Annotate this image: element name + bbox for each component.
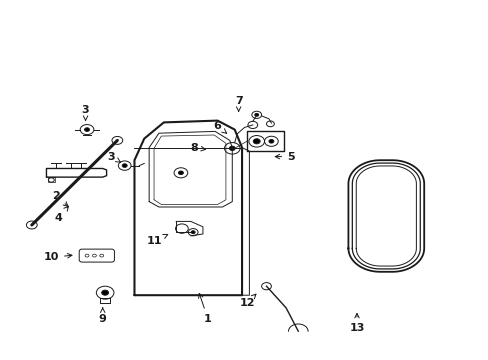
Text: 13: 13 xyxy=(348,314,364,333)
Text: 6: 6 xyxy=(213,121,226,134)
Text: 12: 12 xyxy=(239,294,255,308)
Circle shape xyxy=(268,139,273,143)
Text: 7: 7 xyxy=(234,96,242,112)
Text: 1: 1 xyxy=(198,293,211,324)
Circle shape xyxy=(84,128,89,131)
Text: 11: 11 xyxy=(146,234,167,246)
Text: 10: 10 xyxy=(43,252,72,262)
Text: 4: 4 xyxy=(55,206,68,223)
Circle shape xyxy=(122,164,127,167)
Text: 3: 3 xyxy=(107,152,121,162)
Text: 9: 9 xyxy=(99,308,106,324)
Circle shape xyxy=(229,146,235,150)
Circle shape xyxy=(191,231,195,234)
Circle shape xyxy=(102,290,108,295)
Circle shape xyxy=(178,171,183,175)
Text: 3: 3 xyxy=(81,105,89,121)
Text: 2: 2 xyxy=(52,191,68,206)
Text: 5: 5 xyxy=(275,152,294,162)
Text: 8: 8 xyxy=(190,143,205,153)
Circle shape xyxy=(253,139,260,144)
Circle shape xyxy=(254,113,258,116)
